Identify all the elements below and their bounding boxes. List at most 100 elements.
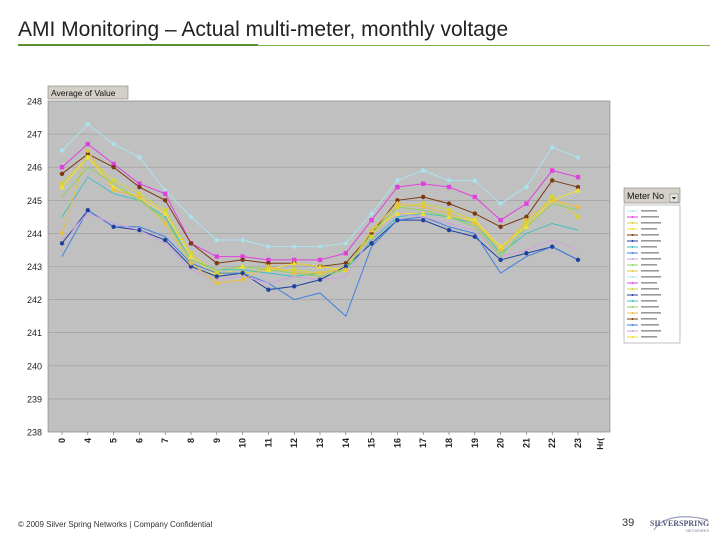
data-point-2 — [317, 257, 323, 263]
data-point-3 — [446, 201, 452, 206]
data-point-7 — [292, 284, 297, 289]
data-point-2 — [85, 141, 90, 147]
x-tick-label: 5 — [109, 438, 119, 443]
legend-marker — [631, 246, 634, 248]
data-point-2 — [292, 257, 297, 263]
y-tick-label: 247 — [27, 130, 42, 140]
data-point-1 — [549, 144, 555, 151]
x-tick-label: 18 — [444, 438, 454, 448]
x-tick-label: 8 — [186, 438, 196, 443]
data-point-4 — [446, 208, 452, 213]
data-point-7 — [446, 227, 452, 233]
legend-title-button[interactable] — [623, 187, 681, 204]
data-point-10 — [394, 200, 401, 207]
legend-box — [623, 204, 681, 344]
data-point-2 — [524, 201, 529, 206]
data-point-1 — [317, 243, 323, 250]
data-point-7 — [343, 264, 348, 269]
x-tick-label: 16 — [392, 438, 402, 448]
data-point-4 — [111, 178, 116, 183]
data-point-4 — [524, 221, 529, 226]
data-point-2 — [421, 181, 426, 186]
data-point-3 — [524, 214, 529, 220]
x-tick-label: 17 — [418, 438, 428, 448]
data-point-3 — [395, 198, 400, 203]
data-point-7 — [137, 227, 142, 233]
x-tick-label: 13 — [315, 438, 325, 448]
legend-marker — [631, 234, 634, 236]
data-point-2 — [59, 165, 65, 170]
legend-label-blurred — [641, 258, 661, 260]
data-point-4 — [163, 208, 168, 213]
series-line-11 — [61, 166, 579, 277]
legend-label-blurred — [641, 210, 657, 212]
data-point-7 — [550, 244, 555, 249]
field-button-label: Average of Value — [51, 88, 116, 98]
data-point-10 — [368, 227, 375, 233]
y-tick-label: 244 — [27, 229, 42, 239]
data-point-10 — [420, 204, 426, 210]
x-tick-label: 23 — [573, 438, 583, 448]
y-tick-label: 248 — [27, 97, 42, 107]
data-point-7 — [575, 257, 581, 263]
data-point-10 — [291, 270, 297, 276]
legend-marker — [631, 282, 634, 284]
y-tick-label: 240 — [27, 361, 42, 371]
data-point-2 — [498, 217, 503, 223]
legend-label-blurred — [641, 282, 657, 284]
data-point-5 — [446, 214, 452, 220]
data-point-3 — [498, 224, 503, 229]
data-point-2 — [446, 184, 452, 190]
data-point-1 — [575, 154, 581, 160]
data-point-3 — [550, 178, 555, 183]
legend-dropdown-icon[interactable] — [669, 193, 679, 203]
footer-copyright: © 2009 Silver Spring Networks | Company … — [18, 520, 213, 529]
data-point-5 — [523, 223, 530, 229]
data-point-7 — [163, 237, 168, 243]
title-underline — [18, 45, 710, 46]
y-tick-label: 239 — [27, 394, 42, 404]
data-point-10 — [136, 194, 143, 200]
data-point-4 — [188, 251, 194, 256]
data-point-2 — [550, 168, 555, 173]
legend-marker — [631, 276, 634, 278]
x-field-label: Hr( — [596, 438, 605, 450]
data-point-10 — [343, 267, 349, 273]
data-point-4 — [292, 267, 297, 273]
data-point-5 — [188, 253, 194, 259]
legend-marker — [631, 306, 634, 308]
data-point-7 — [369, 241, 374, 246]
data-point-10 — [265, 263, 272, 270]
logo-text: SILVERSPRING — [650, 519, 709, 528]
data-point-1 — [85, 121, 91, 127]
legend-marker — [631, 240, 634, 242]
data-point-1 — [214, 237, 220, 243]
y-axis-tick-labels: 238 239 240 241 242 243 244 245 246 247 248 — [27, 97, 42, 438]
data-point-10 — [214, 280, 220, 286]
data-point-7 — [317, 277, 323, 282]
y-tick-label: 241 — [27, 328, 42, 338]
data-point-1 — [239, 237, 246, 243]
data-point-3 — [343, 260, 348, 266]
legend-marker — [631, 318, 634, 320]
data-point-5 — [291, 260, 297, 266]
field-button[interactable]: Average of Value — [47, 85, 129, 100]
data-point-2 — [395, 184, 400, 190]
legend-marker — [631, 294, 634, 296]
slide-title: AMI Monitoring – Actual multi-meter, mon… — [18, 18, 509, 41]
legend-label-blurred — [641, 270, 659, 272]
legend-label-blurred — [641, 324, 659, 326]
data-point-2 — [214, 254, 219, 259]
data-point-1 — [472, 177, 478, 184]
y-tick-label: 242 — [27, 295, 42, 305]
data-point-2 — [137, 181, 142, 186]
legend-label-blurred — [641, 306, 659, 308]
data-point-10 — [110, 187, 117, 194]
x-tick-label: 20 — [496, 438, 506, 448]
data-point-10 — [523, 217, 530, 223]
legend-title: Meter No — [627, 191, 664, 201]
data-point-3 — [575, 184, 581, 190]
data-point-1 — [59, 147, 65, 154]
data-point-1 — [188, 214, 194, 220]
